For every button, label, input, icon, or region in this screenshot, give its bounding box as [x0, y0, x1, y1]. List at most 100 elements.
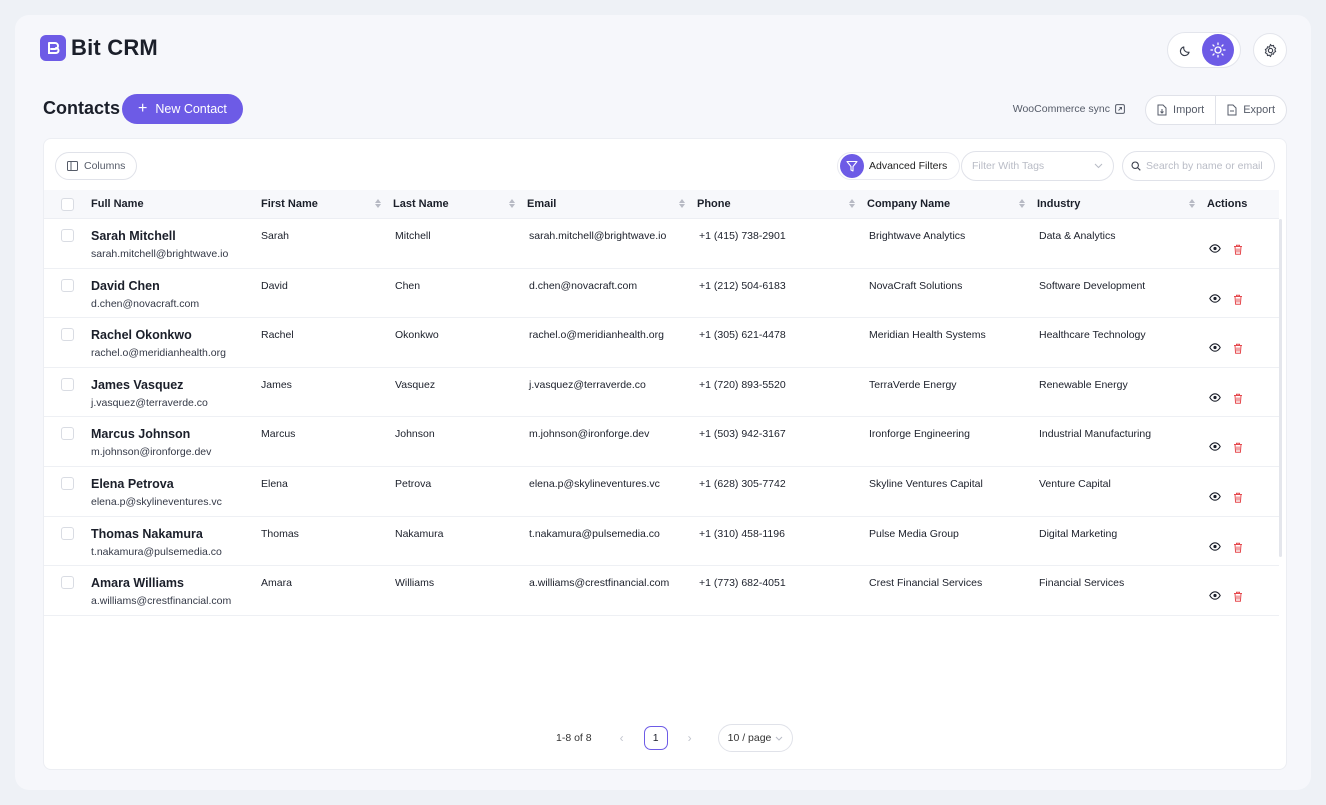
col-phone[interactable]: Phone: [697, 190, 867, 218]
sort-icon[interactable]: [375, 199, 381, 208]
table-row[interactable]: Amara Williams a.williams@crestfinancial.…: [44, 566, 1279, 616]
col-company[interactable]: Company Name: [867, 190, 1037, 218]
view-icon[interactable]: [1209, 591, 1221, 600]
view-icon[interactable]: [1209, 293, 1221, 303]
full-name-cell: Amara Williams a.williams@crestfinancial.…: [91, 566, 261, 615]
trash-icon[interactable]: [1233, 393, 1243, 404]
view-icon[interactable]: [1209, 442, 1221, 452]
trash-icon[interactable]: [1233, 542, 1243, 553]
search-box[interactable]: [1122, 151, 1275, 181]
sort-icon[interactable]: [1019, 199, 1025, 208]
view-icon[interactable]: [1209, 492, 1221, 501]
contact-email-sub: j.vasquez@terraverde.co: [91, 396, 208, 409]
email-cell: d.chen@novacraft.com: [529, 279, 638, 292]
page-button-current[interactable]: 1: [643, 726, 668, 750]
trash-icon[interactable]: [1233, 244, 1243, 255]
trash-icon[interactable]: [1233, 343, 1243, 354]
row-checkbox[interactable]: [61, 278, 74, 292]
phone-cell: +1 (720) 893-5520: [699, 378, 786, 391]
phone-cell: +1 (415) 738-2901: [699, 230, 786, 242]
columns-button[interactable]: Columns: [55, 152, 138, 180]
table-row[interactable]: Rachel Okonkwo rachel.o@meridianhealth.or…: [44, 318, 1279, 368]
brand-name: Bit CRM: [71, 35, 158, 60]
contact-name[interactable]: Sarah Mitchell: [91, 229, 176, 243]
trash-icon[interactable]: [1233, 442, 1243, 454]
company-cell: Meridian Health Systems: [869, 329, 986, 342]
row-checkbox-cell: [44, 219, 91, 268]
col-email-label: Email: [527, 198, 557, 210]
phone-cell: +1 (503) 942-3167: [699, 428, 786, 441]
pagination-range: 1-8 of 8: [556, 732, 592, 744]
sort-icon[interactable]: [509, 199, 515, 208]
select-all-checkbox[interactable]: [61, 197, 74, 211]
theme-toggle[interactable]: [1167, 32, 1241, 68]
row-checkbox[interactable]: [61, 526, 74, 540]
row-checkbox[interactable]: [61, 229, 74, 242]
chevron-left-icon[interactable]: ‹: [619, 731, 624, 745]
contact-name[interactable]: David Chen: [91, 278, 160, 293]
sort-icon[interactable]: [849, 199, 855, 208]
table-row[interactable]: Elena Petrova elena.p@skylineventures.vc E…: [44, 467, 1279, 517]
advanced-filters-button[interactable]: Advanced Filters: [837, 152, 961, 180]
table-row[interactable]: James Vasquez j.vasquez@terraverde.co Jame…: [44, 368, 1279, 418]
search-input[interactable]: [1146, 160, 1266, 172]
contact-name[interactable]: Thomas Nakamura: [91, 526, 203, 541]
trash-icon[interactable]: [1233, 492, 1243, 503]
contact-name[interactable]: Amara Williams: [91, 576, 184, 591]
settings-button[interactable]: [1253, 33, 1287, 67]
row-checkbox[interactable]: [61, 576, 74, 590]
row-checkbox[interactable]: [61, 476, 74, 490]
export-button[interactable]: Export: [1215, 96, 1286, 124]
col-first-name[interactable]: First Name: [261, 190, 393, 218]
view-icon[interactable]: [1209, 541, 1221, 551]
chevron-right-icon[interactable]: ›: [687, 731, 692, 745]
trash-icon[interactable]: [1233, 591, 1243, 602]
table-row[interactable]: Marcus Johnson m.johnson@ironforge.dev Mar…: [44, 417, 1279, 467]
view-icon[interactable]: [1209, 343, 1221, 352]
row-checkbox[interactable]: [61, 377, 74, 391]
brand[interactable]: Bit CRM: [40, 35, 158, 61]
select-all-cell: [44, 190, 91, 218]
woo-sync-label: WooCommerce sync: [1012, 103, 1110, 115]
col-last-name[interactable]: Last Name: [393, 190, 527, 218]
trash-icon[interactable]: [1233, 294, 1243, 305]
import-button[interactable]: Import: [1146, 96, 1215, 124]
row-checkbox[interactable]: [61, 427, 74, 441]
export-label: Export: [1243, 104, 1275, 116]
view-icon[interactable]: [1209, 244, 1221, 253]
sort-icon[interactable]: [679, 199, 685, 208]
company-cell: Ironforge Engineering: [869, 428, 970, 441]
woocommerce-sync-link[interactable]: WooCommerce sync: [1013, 103, 1125, 115]
table-body: Sarah Mitchell sarah.mitchell@brightwave.…: [44, 219, 1279, 616]
dark-mode-icon[interactable]: [1170, 34, 1202, 66]
col-actions: Actions: [1207, 198, 1248, 210]
col-email[interactable]: Email: [527, 190, 697, 218]
row-checkbox[interactable]: [61, 328, 74, 342]
row-checkbox-cell: [44, 566, 91, 615]
email-cell: sarah.mitchell@brightwave.io: [529, 230, 667, 242]
table-row[interactable]: Thomas Nakamura t.nakamura@pulsemedia.co T…: [44, 517, 1279, 567]
view-icon[interactable]: [1209, 393, 1221, 402]
first-name-cell: Rachel: [261, 329, 294, 342]
table-row[interactable]: David Chen d.chen@novacraft.com David Chen d…: [44, 269, 1279, 319]
first-name-cell: Sarah: [261, 230, 290, 242]
col-industry[interactable]: Industry: [1037, 190, 1207, 218]
row-checkbox-cell: [44, 318, 91, 367]
new-contact-button[interactable]: + New Contact: [122, 94, 243, 124]
col-full-name[interactable]: Full Name: [91, 198, 144, 210]
contact-email-sub: d.chen@novacraft.com: [91, 297, 200, 310]
col-industry-label: Industry: [1037, 198, 1081, 210]
last-name-cell: Williams: [395, 577, 435, 590]
contact-name[interactable]: Elena Petrova: [91, 476, 174, 491]
contact-name[interactable]: Marcus Johnson: [91, 427, 191, 442]
page-size-select[interactable]: 10 / page: [717, 724, 794, 752]
light-mode-icon[interactable]: [1202, 34, 1234, 66]
contact-name[interactable]: James Vasquez: [91, 377, 184, 392]
table-scrollbar[interactable]: [1279, 219, 1282, 557]
tag-filter-select[interactable]: Filter With Tags: [961, 151, 1114, 181]
phone-cell: +1 (773) 682-4051: [699, 577, 786, 590]
sort-icon[interactable]: [1189, 199, 1195, 208]
page-title: Contacts: [43, 98, 121, 118]
contact-name[interactable]: Rachel Okonkwo: [91, 328, 192, 343]
table-row[interactable]: Sarah Mitchell sarah.mitchell@brightwave.…: [44, 219, 1279, 269]
